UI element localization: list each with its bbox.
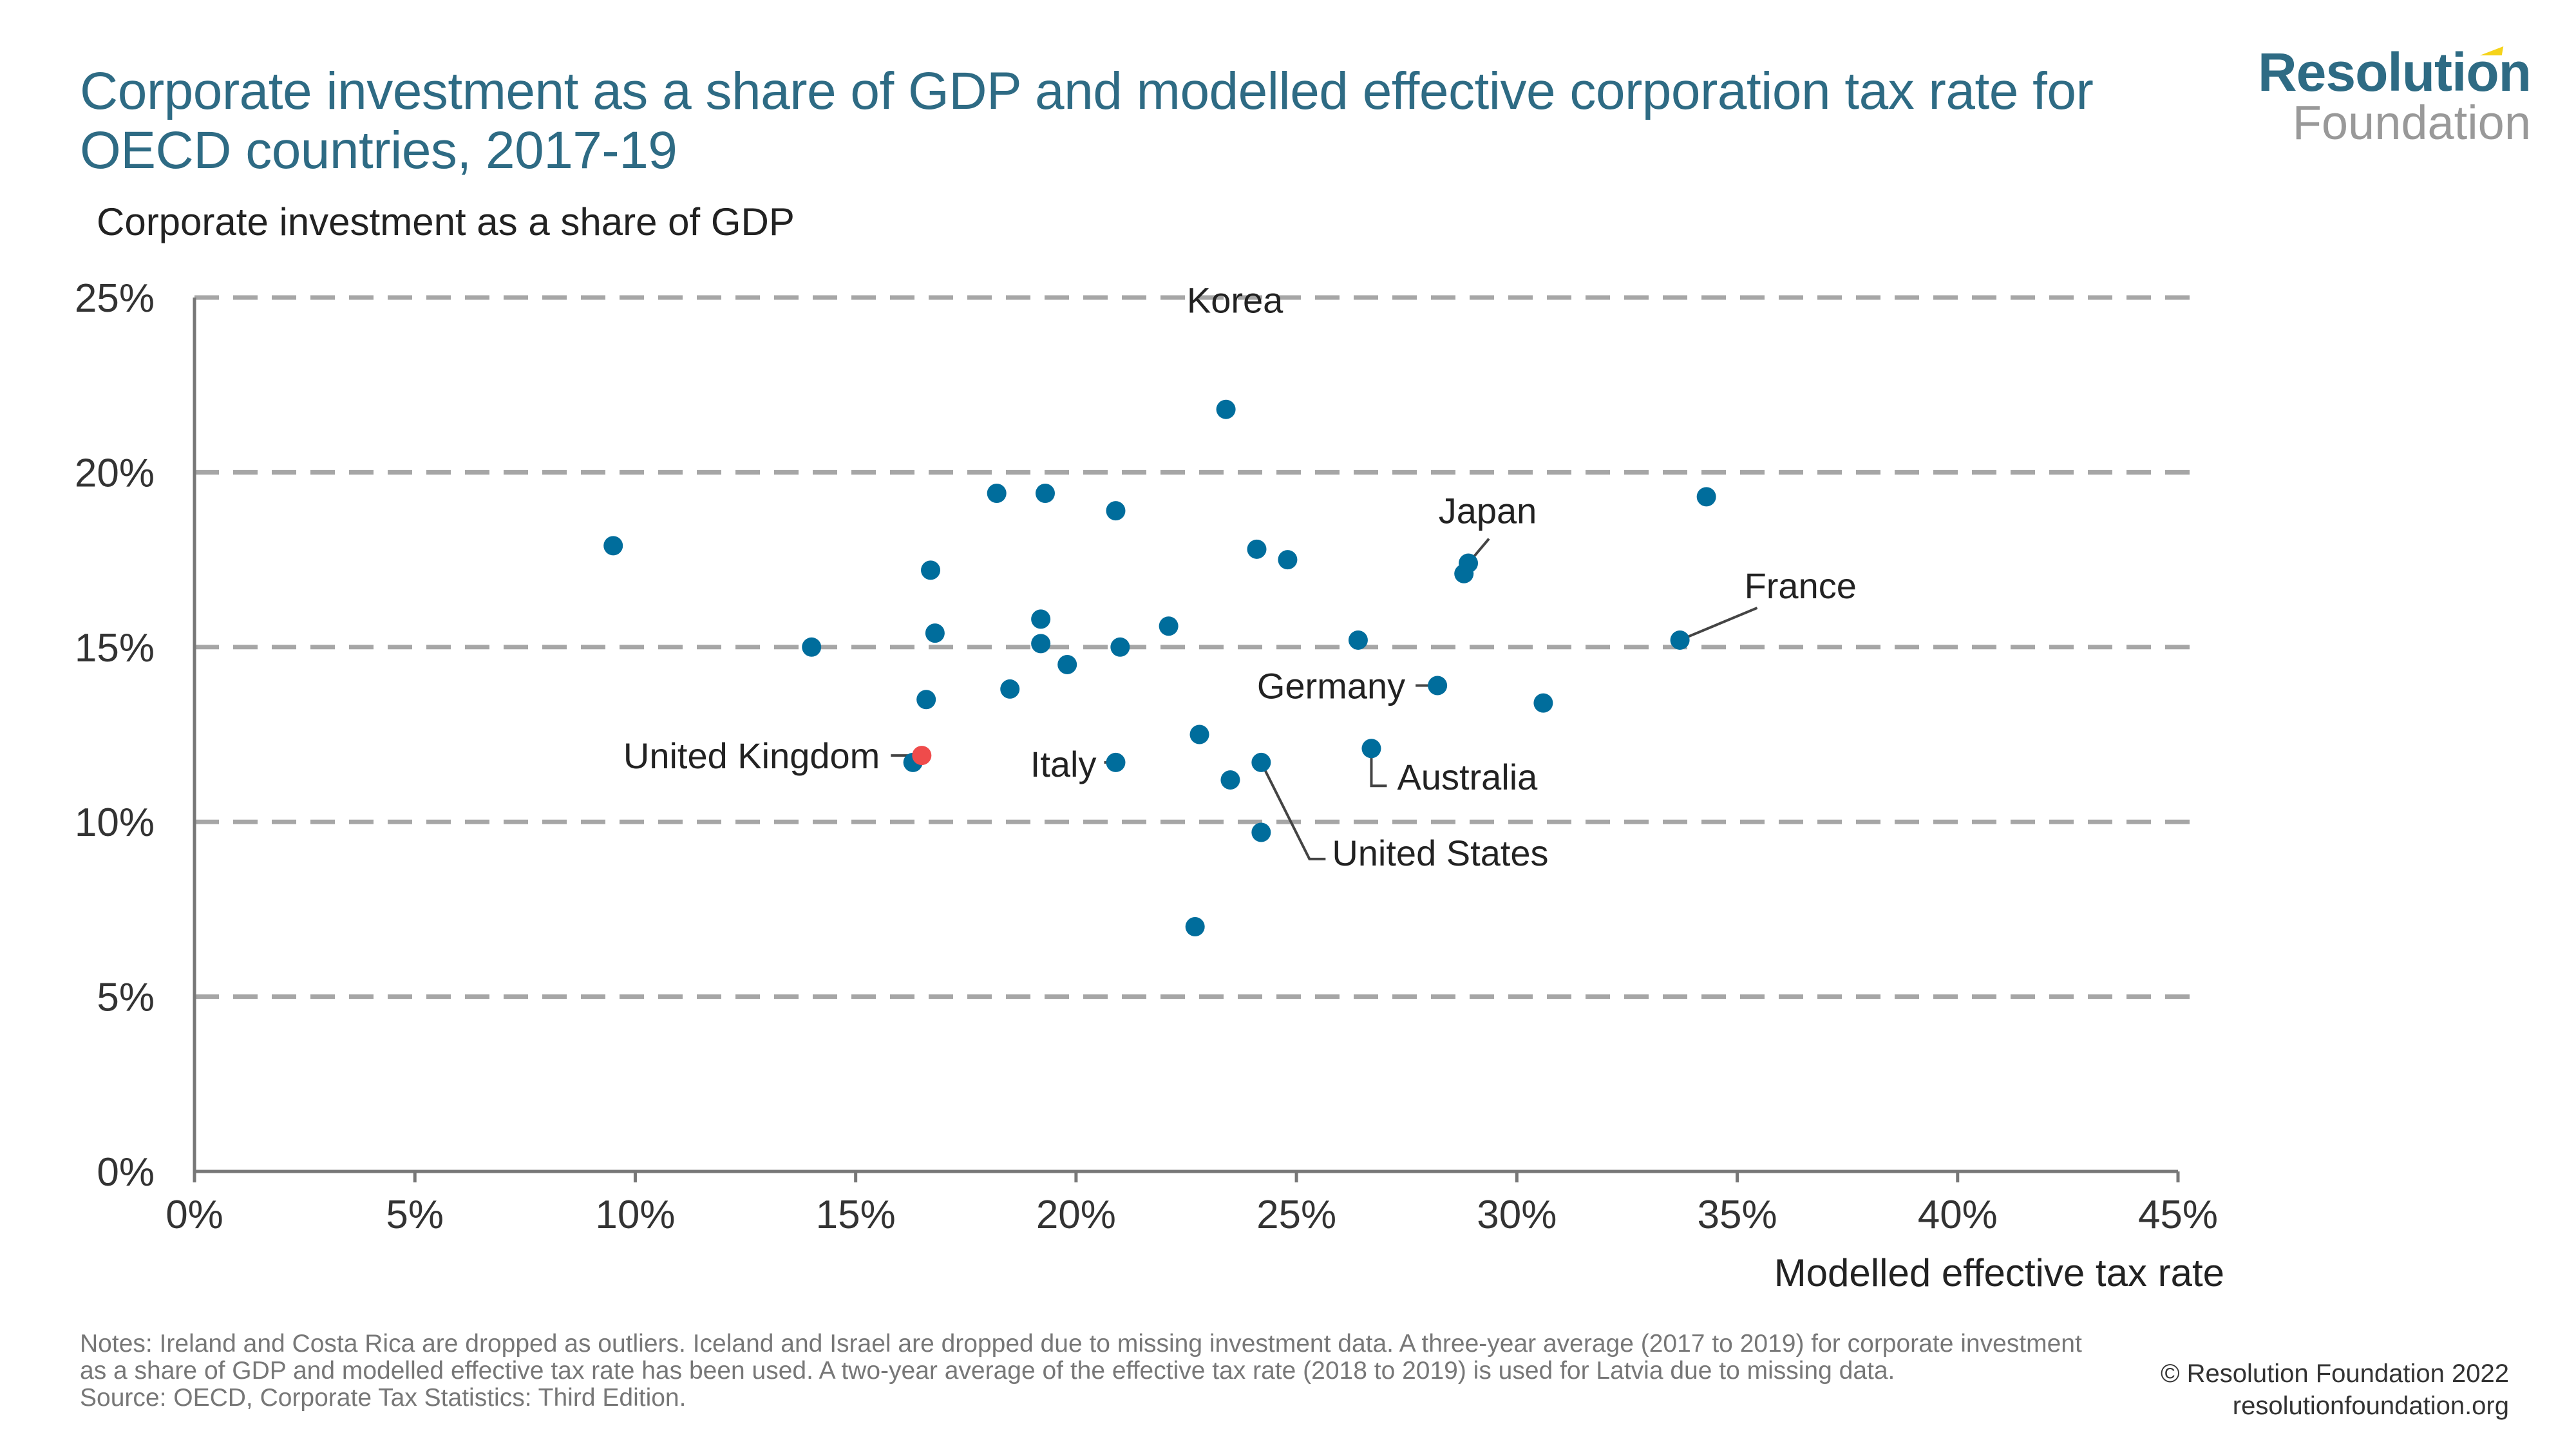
data-point [1361,739,1381,759]
data-point [1189,724,1209,744]
data-point [1216,399,1236,419]
data-point [802,637,822,657]
y-tick-label: 25% [75,276,155,321]
data-point [925,623,945,643]
annotation-label: Australia [1397,757,1538,797]
y-tick-label: 15% [75,626,155,670]
chart-title: Corporate investment as a share of GDP a… [80,62,2094,180]
annotation-label: United Kingdom [623,735,880,776]
y-tick-label: 20% [75,451,155,495]
x-tick-label: 40% [1918,1193,1998,1237]
x-tick-label: 0% [166,1193,223,1237]
data-point [1185,917,1205,937]
logo-wordmark-top: Resolution [2258,42,2532,102]
annotation-labels: Korea Japan France Germany United Kingdom Ita… [623,280,1857,873]
data-point [603,536,623,556]
highlight-point [912,746,932,766]
annotation-label: United States [1332,833,1548,873]
copyright-text: © Resolution Foundation 2022 [2161,1359,2509,1388]
data-point [1533,693,1553,713]
data-point [987,483,1007,503]
credit-block: © Resolution Foundation 2022 resolutionf… [2161,1358,2509,1422]
data-point [1247,539,1267,559]
data-point [1031,634,1051,654]
data-point [921,560,941,580]
data-point [1000,679,1020,699]
notes-block: Notes: Ireland and Costa Rica are droppe… [80,1331,2102,1412]
source-text: Source: OECD, Corporate Tax Statistics: … [80,1384,687,1412]
data-point [1251,822,1271,842]
x-axis-title: Modelled effective tax rate [1774,1251,2224,1294]
data-point [916,690,936,710]
x-tick-label: 35% [1698,1193,1777,1237]
data-point [1106,752,1126,772]
website-link[interactable]: resolutionfoundation.org [2232,1392,2509,1420]
notes-text: Notes: Ireland and Costa Rica are droppe… [80,1330,2082,1385]
annotation-label: Germany [1257,666,1405,706]
annotation-label: Italy [1030,744,1097,784]
data-point [1220,770,1240,790]
leader-line [1679,607,1758,641]
annotation-label: Korea [1187,280,1283,321]
x-tick-label: 15% [816,1193,896,1237]
data-point [1459,553,1479,573]
data-point [1428,676,1448,696]
x-tick-label: 10% [595,1193,675,1237]
data-point [1278,550,1298,570]
resolution-foundation-logo: Resolution Foundation [2235,41,2532,151]
y-axis-title: Corporate investment as a share of GDP [97,200,795,243]
leader-line [1260,762,1326,860]
x-tick-label: 45% [2138,1193,2218,1237]
x-tick-label: 30% [1477,1193,1557,1237]
gridlines [194,295,2195,999]
annotation-label: France [1745,565,1857,606]
x-tick-label: 20% [1036,1193,1116,1237]
data-point [1057,654,1077,674]
data-points [603,399,1716,937]
data-point [1159,616,1179,636]
data-point [1696,487,1716,507]
data-point [1670,630,1690,650]
annotation-label: Japan [1439,491,1537,531]
leader-line [1370,748,1387,788]
x-tick-label: 5% [386,1193,444,1237]
logo-wordmark-bottom: Foundation [2292,96,2531,149]
data-point [1106,501,1126,521]
tick-labels: 0% 5% 10% 15% 20% 25% 0% 5% 10% 15% 20% 25% 30% 35% 40… [75,276,2218,1237]
y-tick-label: 5% [97,976,155,1020]
axes [193,298,2180,1182]
data-point [1031,609,1051,629]
x-tick-label: 25% [1256,1193,1336,1237]
data-point [1035,483,1055,503]
y-tick-label: 0% [97,1150,155,1195]
data-point [1251,752,1271,772]
data-point [1348,630,1368,650]
y-tick-label: 10% [75,800,155,845]
data-point [1110,637,1130,657]
